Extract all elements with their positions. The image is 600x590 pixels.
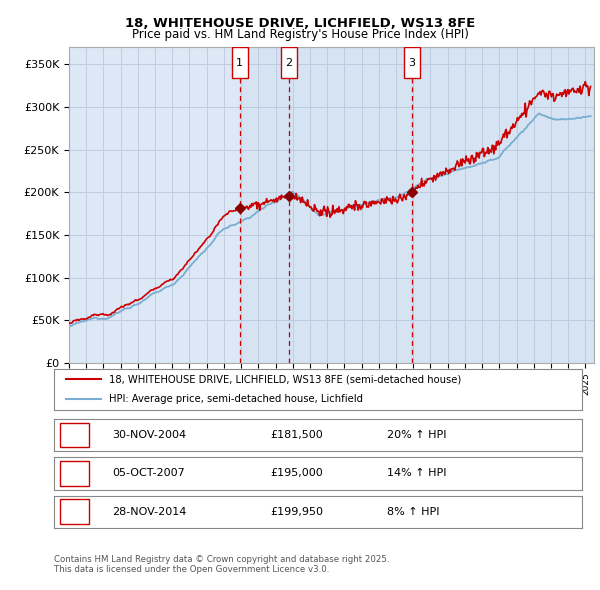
FancyBboxPatch shape (404, 47, 419, 78)
Text: 30-NOV-2004: 30-NOV-2004 (112, 430, 186, 440)
Bar (412, 47, 594, 363)
Text: 14% ↑ HPI: 14% ↑ HPI (386, 468, 446, 478)
FancyBboxPatch shape (232, 47, 248, 78)
Text: 18, WHITEHOUSE DRIVE, LICHFIELD, WS13 8FE (semi-detached house): 18, WHITEHOUSE DRIVE, LICHFIELD, WS13 8F… (109, 375, 461, 385)
Text: £199,950: £199,950 (271, 507, 323, 517)
Text: £181,500: £181,500 (271, 430, 323, 440)
Text: £195,000: £195,000 (271, 468, 323, 478)
Text: Contains HM Land Registry data © Crown copyright and database right 2025.
This d: Contains HM Land Registry data © Crown c… (54, 555, 389, 574)
Text: 28-NOV-2014: 28-NOV-2014 (112, 507, 187, 517)
Text: 3: 3 (71, 507, 78, 517)
Text: 3: 3 (409, 58, 415, 68)
Text: 1: 1 (236, 58, 243, 68)
Text: 2: 2 (285, 58, 292, 68)
Text: 8% ↑ HPI: 8% ↑ HPI (386, 507, 439, 517)
FancyBboxPatch shape (61, 423, 89, 447)
FancyBboxPatch shape (61, 461, 89, 486)
FancyBboxPatch shape (61, 500, 89, 524)
Text: 05-OCT-2007: 05-OCT-2007 (112, 468, 185, 478)
Text: 1: 1 (71, 430, 78, 440)
Bar (289, 47, 412, 363)
Text: 18, WHITEHOUSE DRIVE, LICHFIELD, WS13 8FE: 18, WHITEHOUSE DRIVE, LICHFIELD, WS13 8F… (125, 17, 475, 30)
Text: Price paid vs. HM Land Registry's House Price Index (HPI): Price paid vs. HM Land Registry's House … (131, 28, 469, 41)
Text: 2: 2 (71, 468, 78, 478)
Text: 20% ↑ HPI: 20% ↑ HPI (386, 430, 446, 440)
FancyBboxPatch shape (281, 47, 296, 78)
Bar (240, 47, 289, 363)
Text: HPI: Average price, semi-detached house, Lichfield: HPI: Average price, semi-detached house,… (109, 394, 364, 404)
